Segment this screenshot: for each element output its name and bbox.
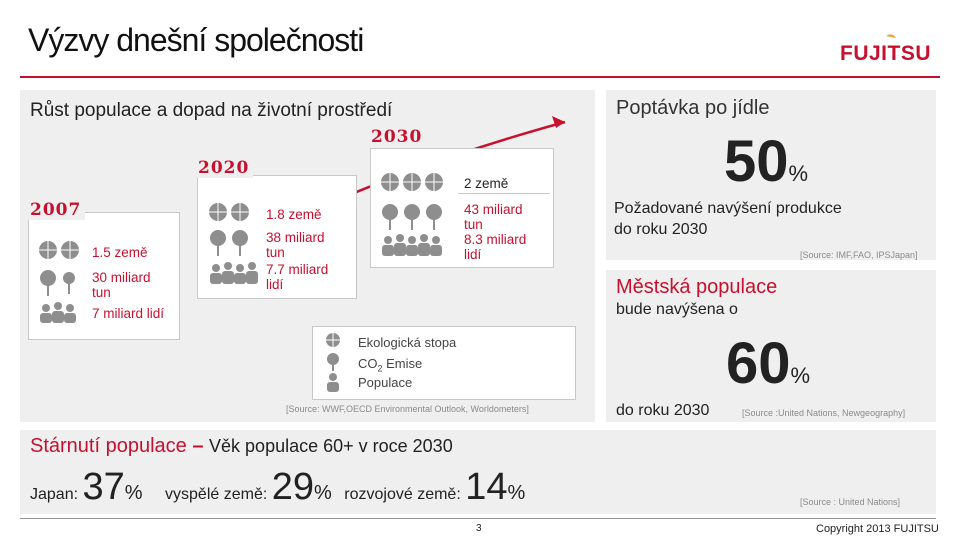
legend-population: Populace (358, 375, 413, 390)
globe-icon (209, 203, 249, 221)
legend-footprint: Ekologická stopa (358, 335, 457, 350)
japan-value: 37 (82, 466, 125, 508)
stat-2030-co2: 43 miliard tun (464, 202, 523, 232)
developed-value: 29 (271, 466, 315, 508)
legend-co2-sub: 2 (377, 363, 383, 374)
copyright: Copyright 2013 FUJITSU (816, 523, 939, 535)
developed-unit: % (314, 482, 332, 504)
people-icon (382, 234, 442, 256)
people-icon (40, 302, 76, 323)
stat-2007-co2: 30 miliard tun (92, 270, 151, 300)
stat-2020-people: 7.7 miliard lidí (266, 262, 329, 292)
developing-unit: % (507, 482, 526, 504)
globe-icon (39, 241, 79, 259)
urban-panel (606, 270, 936, 422)
stat-2007-countries: 1.5 země (92, 245, 148, 260)
population-heading: Růst populace a dopad na životní prostře… (30, 100, 393, 121)
globe-icon (326, 333, 340, 347)
globe-icon (381, 173, 443, 191)
population-source: [Source: WWF,OECD Environmental Outlook,… (286, 404, 529, 414)
year-2020: 2020 (194, 158, 254, 178)
food-desc-1: Požadované navýšení produkce (614, 200, 842, 217)
icons-2007 (38, 238, 88, 335)
pin-icon (382, 204, 442, 230)
developing-value: 14 (465, 466, 508, 508)
card-2007 (28, 212, 180, 340)
stat-2007-people: 7 miliard lidí (92, 306, 165, 321)
page-number: 3 (476, 523, 482, 534)
page-title: Výzvy dnešní společnosti (28, 22, 364, 58)
stat-2030-countries: 2 země (464, 176, 509, 191)
urban-desc: do roku 2030 (616, 402, 710, 419)
urban-source: [Source :United Nations, Newgeography] (742, 408, 906, 418)
stat-2020-co2: 38 miliard tun (266, 230, 325, 260)
legend-box (312, 326, 576, 400)
urban-heading: Městská populace (616, 276, 778, 298)
aging-heading: Stárnutí populace (30, 435, 187, 457)
japan-label: Japan: (30, 486, 83, 503)
legend-co2-prefix: CO (358, 356, 378, 371)
icons-2020 (208, 202, 264, 299)
aging-subtitle: Věk populace 60+ v roce 2030 (209, 436, 453, 456)
title-underline (20, 76, 940, 78)
urban-value: 60 (726, 331, 791, 396)
pin-icon (327, 353, 339, 371)
stat-2030-people: 8.3 miliard lidí (464, 232, 527, 262)
stat-2030-divider (458, 193, 550, 194)
fujitsu-logo: FUJITSU (840, 34, 931, 65)
urban-value-group: 60% (726, 330, 810, 397)
legend-icons (322, 330, 346, 399)
food-desc-2: do roku 2030 (614, 221, 708, 238)
food-unit: % (788, 161, 809, 186)
developing-label: rozvojové země: (344, 486, 466, 503)
food-value: 50 (724, 129, 789, 194)
legend-co2-suffix: Emise (382, 356, 423, 371)
year-2007: 2007 (26, 200, 86, 220)
logo-text: FUJITSU (840, 42, 931, 65)
stat-2020-countries: 1.8 země (266, 207, 322, 222)
year-2030: 2030 (367, 127, 427, 147)
japan-unit: % (124, 482, 143, 504)
food-value-group: 50% (724, 128, 808, 195)
icons-2030 (380, 170, 458, 267)
pin-icon (210, 230, 248, 256)
aging-source: [Source : United Nations] (800, 497, 901, 507)
people-icon (210, 262, 258, 284)
urban-sub: bude navýšena o (616, 301, 738, 318)
developed-label: vyspělé země: (165, 486, 272, 503)
pin-icon (40, 270, 75, 296)
urban-unit: % (790, 363, 811, 388)
aging-stats: Japan: 37% vyspělé země: 29% rozvojové z… (30, 466, 525, 509)
aging-heading-line: Stárnutí populace – Věk populace 60+ v r… (30, 435, 453, 458)
food-heading: Poptávka po jídle (616, 97, 770, 119)
aging-panel (20, 430, 936, 514)
aging-dash: – (192, 435, 204, 457)
footer-line (20, 518, 936, 519)
food-panel (606, 90, 936, 260)
legend-co2: CO2 Emise (358, 356, 422, 374)
food-source: [Source: IMF,FAO, IPSJapan] (800, 250, 918, 260)
people-icon (327, 373, 339, 392)
